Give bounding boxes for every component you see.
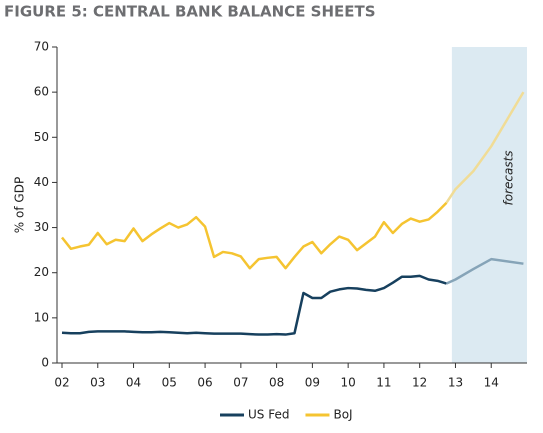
- x-tick-label: 08: [269, 376, 284, 390]
- y-tick-label: 50: [34, 130, 49, 144]
- x-tick-label: 09: [305, 376, 320, 390]
- x-tick-label: 04: [126, 376, 141, 390]
- y-tick-label: 20: [34, 265, 49, 279]
- forecast-line: [445, 91, 525, 204]
- legend-label: BoJ: [333, 408, 352, 422]
- y-tick-label: 10: [34, 310, 49, 324]
- line: [61, 274, 447, 336]
- forecast-region: [451, 47, 527, 363]
- y-tick-label: 70: [34, 40, 49, 54]
- line: [61, 201, 448, 270]
- y-tick-label: 0: [41, 356, 49, 370]
- annotation: forecasts: [501, 150, 515, 205]
- y-tick-label: 30: [34, 220, 49, 234]
- x-tick-label: 05: [162, 376, 177, 390]
- legend-label: US Fed: [248, 408, 289, 422]
- x-tick-label: 02: [54, 376, 69, 390]
- x-tick-label: 11: [376, 376, 391, 390]
- x-tick-label: 14: [484, 376, 499, 390]
- x-tick-label: 07: [233, 376, 248, 390]
- x-tick-label: 03: [90, 376, 105, 390]
- y-tick-label: 40: [34, 175, 49, 189]
- forecast-line: [446, 257, 524, 285]
- y-tick-label: 60: [34, 85, 49, 99]
- x-tick-label: 10: [341, 376, 356, 390]
- y-axis-label: % of GDP: [13, 177, 27, 233]
- x-tick-label: 12: [412, 376, 427, 390]
- x-tick-label: 13: [448, 376, 463, 390]
- x-tick-label: 06: [197, 376, 212, 390]
- chart-title: FIGURE 5: CENTRAL BANK BALANCE SHEETS: [4, 3, 376, 21]
